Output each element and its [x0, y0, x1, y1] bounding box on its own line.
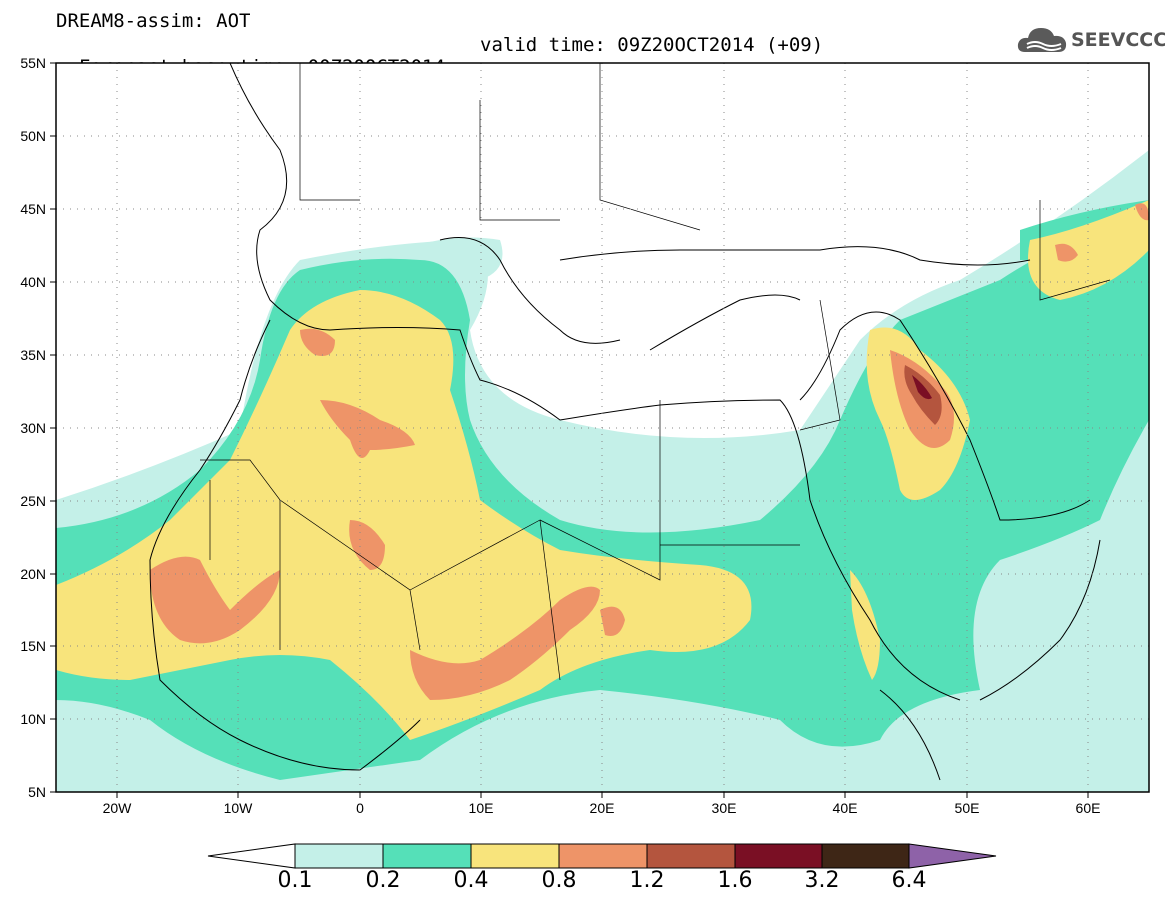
- lat-label: 35N: [20, 347, 46, 363]
- lat-label: 55N: [20, 55, 46, 71]
- lat-label: 5N: [28, 784, 46, 800]
- chart-title: DREAM8-assim: AOT: [56, 10, 251, 32]
- lon-label: 60E: [1075, 800, 1101, 816]
- colorbar-label: 0.4: [453, 868, 489, 893]
- lon-label: 10E: [468, 800, 494, 816]
- lat-label: 40N: [20, 274, 46, 290]
- lat-label: 30N: [20, 420, 46, 436]
- colorbar: [207, 843, 997, 869]
- logo-text: SEEVCCC: [1071, 29, 1165, 51]
- axis-ticks: [50, 62, 1089, 798]
- colorbar-swatch: [821, 843, 910, 869]
- lat-label: 50N: [20, 128, 46, 144]
- colorbar-upper-arrow: [908, 843, 997, 869]
- lon-label: 30E: [711, 800, 737, 816]
- colorbar-label: 0.2: [365, 868, 401, 893]
- colorbar-label: 3.2: [804, 868, 840, 893]
- lat-label: 25N: [20, 493, 46, 509]
- colorbar-label: 1.6: [717, 868, 753, 893]
- lon-label: 20E: [589, 800, 615, 816]
- lat-label: 15N: [20, 638, 46, 654]
- colorbar-swatch: [734, 843, 823, 869]
- seevccc-logo: SEEVCCC: [1017, 22, 1165, 56]
- lon-label: 10W: [223, 800, 253, 816]
- colorbar-swatch: [470, 843, 560, 869]
- lat-label: 10N: [20, 711, 46, 727]
- colorbar-label: 1.2: [629, 868, 665, 893]
- lat-label: 20N: [20, 566, 46, 582]
- colorbar-swatch: [382, 843, 472, 869]
- lon-label: 40E: [832, 800, 858, 816]
- valid-time: valid time: 09Z20OCT2014 (+09): [480, 34, 824, 56]
- lon-label: 50E: [954, 800, 980, 816]
- lon-label: 20W: [102, 800, 132, 816]
- colorbar-swatch: [294, 843, 384, 869]
- colorbar-swatch: [558, 843, 648, 869]
- aot-band-1.6: [912, 375, 932, 400]
- country-borders: [200, 63, 1111, 681]
- colorbar-swatch: [646, 843, 736, 869]
- coastlines: [149, 63, 1101, 781]
- colorbar-label: 0.8: [541, 868, 577, 893]
- lat-label: 45N: [20, 201, 46, 217]
- cloud-icon: [1017, 28, 1067, 52]
- colorbar-lower-arrow: [207, 843, 296, 869]
- lon-label: 0: [356, 800, 364, 816]
- colorbar-label: 0.1: [277, 868, 313, 893]
- colorbar-label: 6.4: [891, 868, 927, 893]
- grid-lines: [56, 63, 1149, 792]
